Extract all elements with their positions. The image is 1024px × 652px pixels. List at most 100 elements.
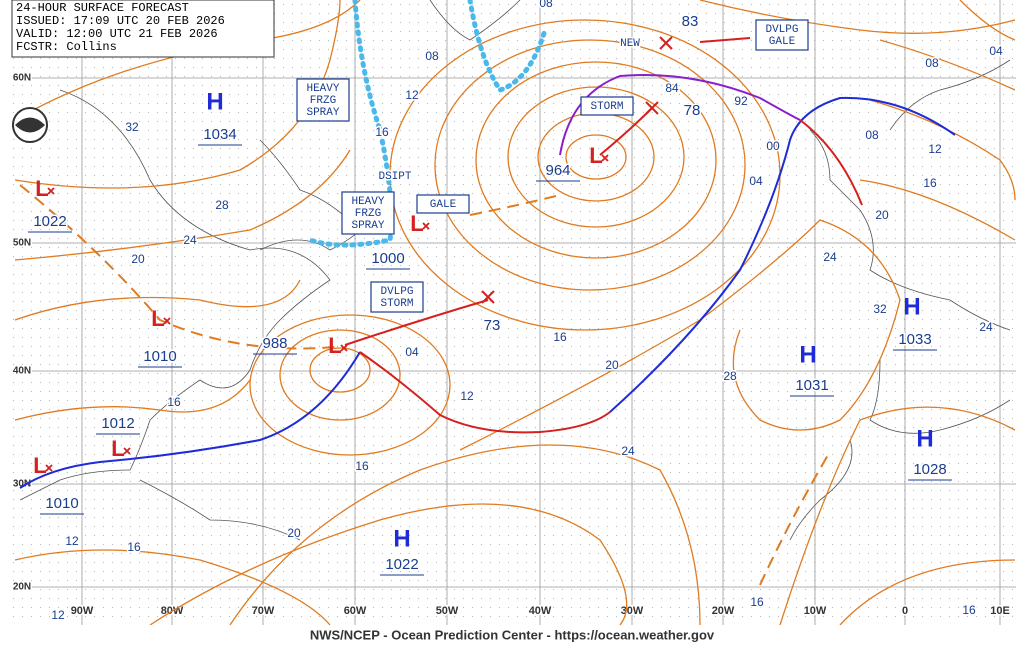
warning-text: SPRAY: [306, 107, 339, 119]
cold-front: [19, 351, 361, 489]
forecast-position: [481, 290, 495, 304]
ice-edge: [467, 0, 548, 93]
note: DSIPT: [378, 171, 411, 183]
warning-text: GALE: [430, 199, 457, 211]
high-symbol: H: [916, 425, 933, 452]
high-symbol: H: [393, 525, 410, 552]
longitude-label: 90W: [71, 605, 94, 617]
isobar-label: 84: [665, 81, 679, 95]
longitude-label: 0: [902, 605, 908, 617]
low-symbol: L: [589, 143, 602, 168]
isobar-label: 24: [621, 444, 635, 458]
isobar-label: 16: [127, 540, 141, 554]
forecast-pressure: 83: [682, 13, 699, 30]
low-symbol: L: [151, 306, 164, 331]
warm-front: [799, 119, 863, 206]
forecast-position: [645, 101, 659, 115]
low-center: [340, 344, 348, 352]
isobar-label: 08: [925, 56, 939, 70]
warning-text: FRZG: [310, 95, 336, 107]
high-symbol: H: [206, 88, 223, 115]
header-line: VALID: 12:00 UTC 21 FEB 2026: [16, 27, 218, 41]
isobar-label: 04: [749, 174, 763, 188]
low-symbol: L: [111, 436, 124, 461]
track-arrow: [344, 299, 489, 346]
isobar-label: 24: [979, 320, 993, 334]
isobar-label: 28: [723, 369, 737, 383]
isobar-label: 20: [605, 358, 619, 372]
warning-box: [580, 96, 634, 116]
isobar-label: 16: [167, 395, 181, 409]
isobar-label: 92: [734, 94, 748, 108]
longitude-label: 20W: [712, 605, 735, 617]
footer-bar: [0, 625, 1024, 652]
isobar-label: 32: [125, 120, 139, 134]
header-box: [11, 0, 275, 58]
low-pressure: 1022: [33, 213, 66, 230]
isobar-label: 16: [553, 330, 567, 344]
low-pressure: 1010: [143, 348, 176, 365]
isobar-label: 04: [405, 345, 419, 359]
warning-text: STORM: [380, 298, 413, 310]
warning-box: [755, 19, 809, 51]
isobar-label: 24: [823, 250, 837, 264]
low-symbol: L: [33, 453, 46, 478]
latitude-label: 20N: [13, 582, 31, 593]
low-center: [601, 154, 609, 162]
footer: NWS/NCEP - Ocean Prediction Center - htt…: [310, 627, 715, 642]
cold-front: [609, 96, 956, 413]
latitude-label: 60N: [13, 73, 31, 84]
low-center: [123, 447, 131, 455]
warning-text: HEAVY: [306, 83, 339, 95]
low-symbol: L: [410, 211, 423, 236]
ice-edge: [307, 0, 394, 248]
longitude-label: 30W: [621, 605, 644, 617]
forecast-pressure: 78: [684, 102, 701, 119]
isobar-label: 04: [989, 44, 1003, 58]
isobar-label: 12: [51, 608, 65, 622]
longitude-label: 10W: [804, 605, 827, 617]
low-pressure: 1000: [371, 250, 404, 267]
isobar-label: 08: [425, 49, 439, 63]
isobar-label: 20: [131, 252, 145, 266]
warning-box: [296, 78, 350, 122]
fronts: [19, 0, 956, 586]
isobar-label: 16: [750, 595, 764, 609]
noaa-logo: [12, 107, 48, 143]
latitude-label: 40N: [13, 366, 31, 377]
isobar-label: 12: [65, 534, 79, 548]
low-symbol: L: [35, 176, 48, 201]
isobar-label: 08: [539, 0, 553, 10]
low-center: [422, 222, 430, 230]
map-background: [12, 0, 1016, 625]
high-pressure: 1034: [203, 126, 236, 143]
warning-text: GALE: [769, 36, 796, 48]
isobar-label: 24: [183, 233, 197, 247]
isobar-label: 16: [962, 603, 976, 617]
longitude-label: 60W: [344, 605, 367, 617]
low-pressure: 1012: [101, 415, 134, 432]
isobar-label: 28: [215, 198, 229, 212]
high-pressure: 1031: [795, 377, 828, 394]
high-pressure: 1022: [385, 556, 418, 573]
isobar-label: 32: [873, 302, 887, 316]
warm-front: [359, 351, 611, 434]
isobar-label: 08: [865, 128, 879, 142]
occluded-front: [559, 73, 801, 156]
trough: [469, 194, 561, 216]
warning-box: [370, 281, 424, 313]
isobar-label: 00: [766, 139, 780, 153]
warning-text: HEAVY: [351, 196, 384, 208]
high-pressure: 1028: [913, 461, 946, 478]
isobar-label: 16: [923, 176, 937, 190]
warning-text: SPRAY: [351, 220, 384, 232]
forecast-position: [659, 36, 673, 50]
track-arrow: [699, 37, 751, 43]
warning-text: STORM: [590, 101, 623, 113]
warning-text: DVLPG: [765, 24, 798, 36]
low-pressure: 964: [545, 162, 570, 179]
low-pressure: 1010: [45, 495, 78, 512]
warning-box: [416, 194, 470, 214]
latitude-label: 50N: [13, 238, 31, 249]
